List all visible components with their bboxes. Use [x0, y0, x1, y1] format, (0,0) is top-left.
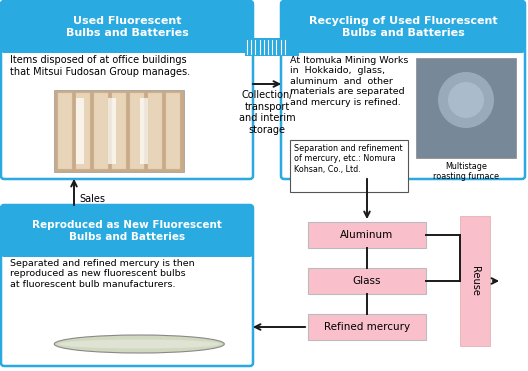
- Bar: [112, 93, 126, 169]
- FancyBboxPatch shape: [1, 1, 253, 179]
- Bar: [308, 314, 426, 340]
- FancyBboxPatch shape: [1, 205, 253, 366]
- Bar: [416, 58, 516, 158]
- Bar: [76, 98, 84, 164]
- Text: Aluminum: Aluminum: [341, 230, 394, 240]
- Bar: [5, 27, 249, 50]
- Text: Sales: Sales: [79, 194, 105, 204]
- Text: Reproduced as New Fluorescent
Bulbs and Batteries: Reproduced as New Fluorescent Bulbs and …: [32, 220, 222, 242]
- Ellipse shape: [54, 335, 224, 353]
- Text: Recycling of Used Fluorescent
Bulbs and Batteries: Recycling of Used Fluorescent Bulbs and …: [309, 16, 497, 38]
- Ellipse shape: [59, 339, 220, 348]
- Text: Glass: Glass: [353, 276, 381, 286]
- Circle shape: [448, 82, 484, 118]
- FancyBboxPatch shape: [281, 1, 525, 53]
- Bar: [140, 98, 148, 164]
- Bar: [285, 27, 521, 50]
- Text: Separation and refinement
of mercury, etc.: Nomura
Kohsan, Co., Ltd.: Separation and refinement of mercury, et…: [294, 144, 403, 174]
- Circle shape: [438, 72, 494, 128]
- Bar: [108, 98, 116, 164]
- Text: Refined mercury: Refined mercury: [324, 322, 410, 332]
- Text: Items disposed of at office buildings
that Mitsui Fudosan Group manages.: Items disposed of at office buildings th…: [10, 55, 190, 76]
- Bar: [5, 231, 249, 254]
- Bar: [76, 93, 90, 169]
- Bar: [460, 216, 490, 346]
- Bar: [245, 38, 289, 56]
- FancyBboxPatch shape: [1, 1, 253, 53]
- Text: Reuse: Reuse: [470, 266, 480, 296]
- Text: Separated and refined mercury is then
reproduced as new fluorescent bulbs
at flu: Separated and refined mercury is then re…: [10, 259, 195, 289]
- Bar: [289, 41, 299, 56]
- Text: Collection/
transport
and interim
storage: Collection/ transport and interim storag…: [239, 90, 295, 135]
- Text: At Itomuka Mining Works
in  Hokkaido,  glass,
aluminum  and  other
materials are: At Itomuka Mining Works in Hokkaido, gla…: [290, 56, 408, 106]
- Text: Multistage
roasting furnace: Multistage roasting furnace: [433, 162, 499, 181]
- Bar: [148, 93, 162, 169]
- Bar: [308, 222, 426, 248]
- Bar: [290, 140, 408, 192]
- Bar: [58, 93, 72, 169]
- Bar: [166, 93, 180, 169]
- Bar: [308, 268, 426, 294]
- Text: Used Fluorescent
Bulbs and Batteries: Used Fluorescent Bulbs and Batteries: [65, 16, 188, 38]
- FancyBboxPatch shape: [1, 205, 253, 257]
- FancyBboxPatch shape: [281, 1, 525, 179]
- Bar: [54, 90, 184, 172]
- Bar: [130, 93, 144, 169]
- Bar: [94, 93, 108, 169]
